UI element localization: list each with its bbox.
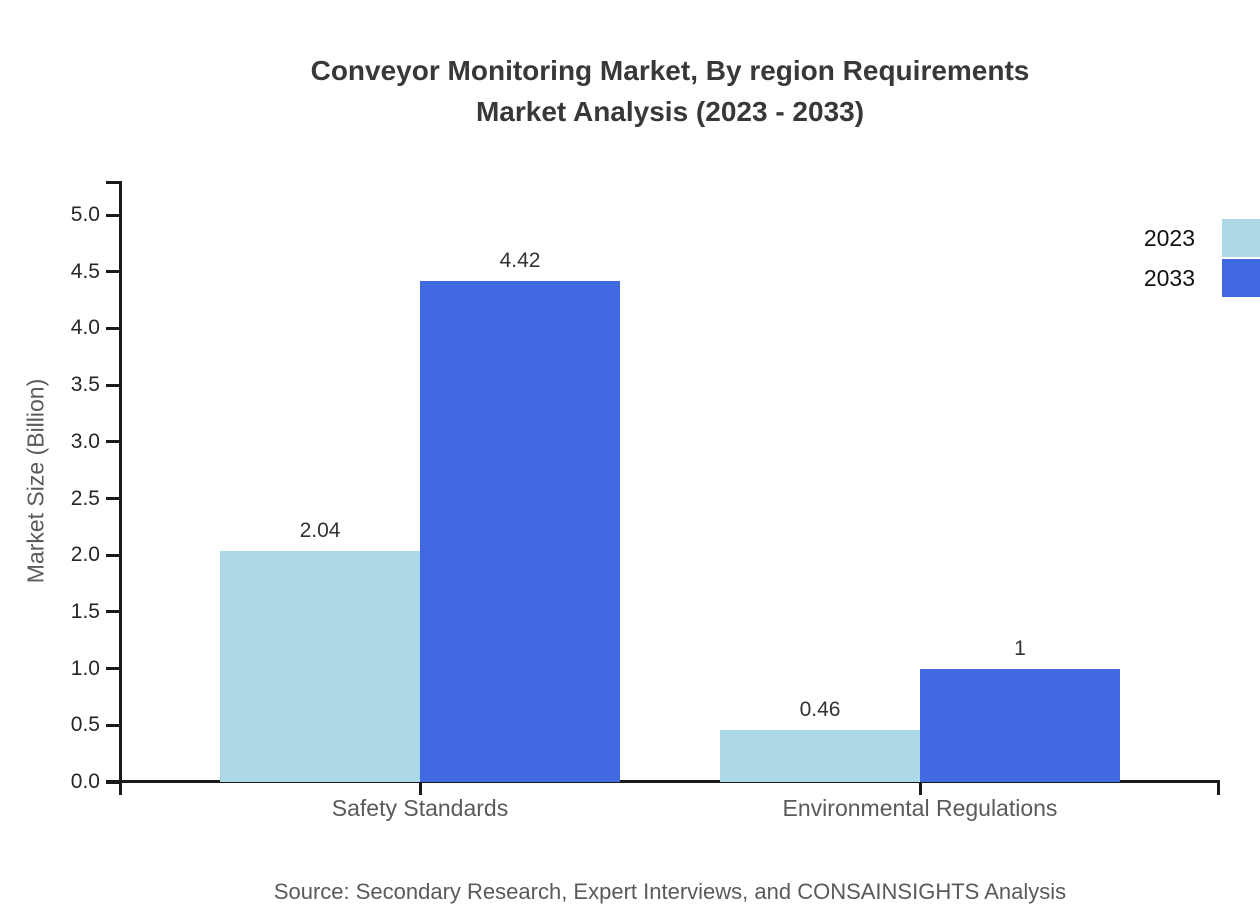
bar-2023-environmental-regulations xyxy=(720,729,920,782)
y-tick xyxy=(106,326,120,330)
value-label-2023-environmental-regulations: 0.46 xyxy=(799,697,841,721)
y-tick-label: 5.0 xyxy=(70,203,100,226)
category-label-safety-standards: Safety Standards xyxy=(331,795,509,821)
chart-title: Conveyor Monitoring Market, By region Re… xyxy=(80,50,1260,132)
value-label-2033-safety-standards: 4.42 xyxy=(499,248,541,272)
y-tick xyxy=(106,553,120,557)
y-tick-label: 0.5 xyxy=(70,713,100,737)
y-tick-label: 0.0 xyxy=(70,770,100,793)
y-tick xyxy=(106,497,120,500)
y-tick-label: 3.0 xyxy=(70,429,100,453)
value-label-2033-environmental-regulations: 1 xyxy=(1014,636,1026,660)
value-label-2023-safety-standards: 2.04 xyxy=(299,518,341,542)
y-axis-line xyxy=(119,181,122,795)
chart-title-line1: Conveyor Monitoring Market, By region Re… xyxy=(310,55,1030,86)
x-tick xyxy=(918,780,922,795)
y-tick xyxy=(106,723,120,727)
y-tick-label: 4.0 xyxy=(70,316,100,340)
source-note: Source: Secondary Research, Expert Inter… xyxy=(273,879,1067,904)
y-tick-label: 2.0 xyxy=(70,543,100,567)
legend-swatch-2033 xyxy=(1222,259,1260,297)
bar-2033-safety-standards xyxy=(420,280,620,782)
y-tick-label: 3.5 xyxy=(70,373,100,397)
chart-title-line2: Market Analysis (2023 - 2033) xyxy=(475,96,865,127)
category-label-environmental-regulations: Environmental Regulations xyxy=(782,795,1058,821)
y-axis-end-tick xyxy=(106,181,120,184)
y-tick xyxy=(106,213,120,217)
y-tick xyxy=(106,440,120,444)
x-axis-end-tick xyxy=(1217,780,1220,795)
y-tick xyxy=(106,610,120,614)
legend-swatch-2023 xyxy=(1222,219,1260,257)
bar-2023-safety-standards xyxy=(220,550,420,782)
x-tick xyxy=(418,780,422,795)
legend-label-2023: 2023 xyxy=(1143,225,1195,251)
y-tick-label: 1.0 xyxy=(70,656,100,680)
y-tick xyxy=(106,270,120,274)
bar-2033-environmental-regulations xyxy=(920,668,1120,782)
y-tick-label: 1.5 xyxy=(70,599,100,623)
y-tick xyxy=(106,780,120,784)
x-axis-line xyxy=(106,780,1220,783)
y-tick xyxy=(106,667,120,671)
y-tick xyxy=(106,383,120,387)
y-tick-label: 4.5 xyxy=(70,259,100,283)
y-tick-label: 2.5 xyxy=(70,486,100,510)
legend-label-2033: 2033 xyxy=(1143,265,1195,291)
